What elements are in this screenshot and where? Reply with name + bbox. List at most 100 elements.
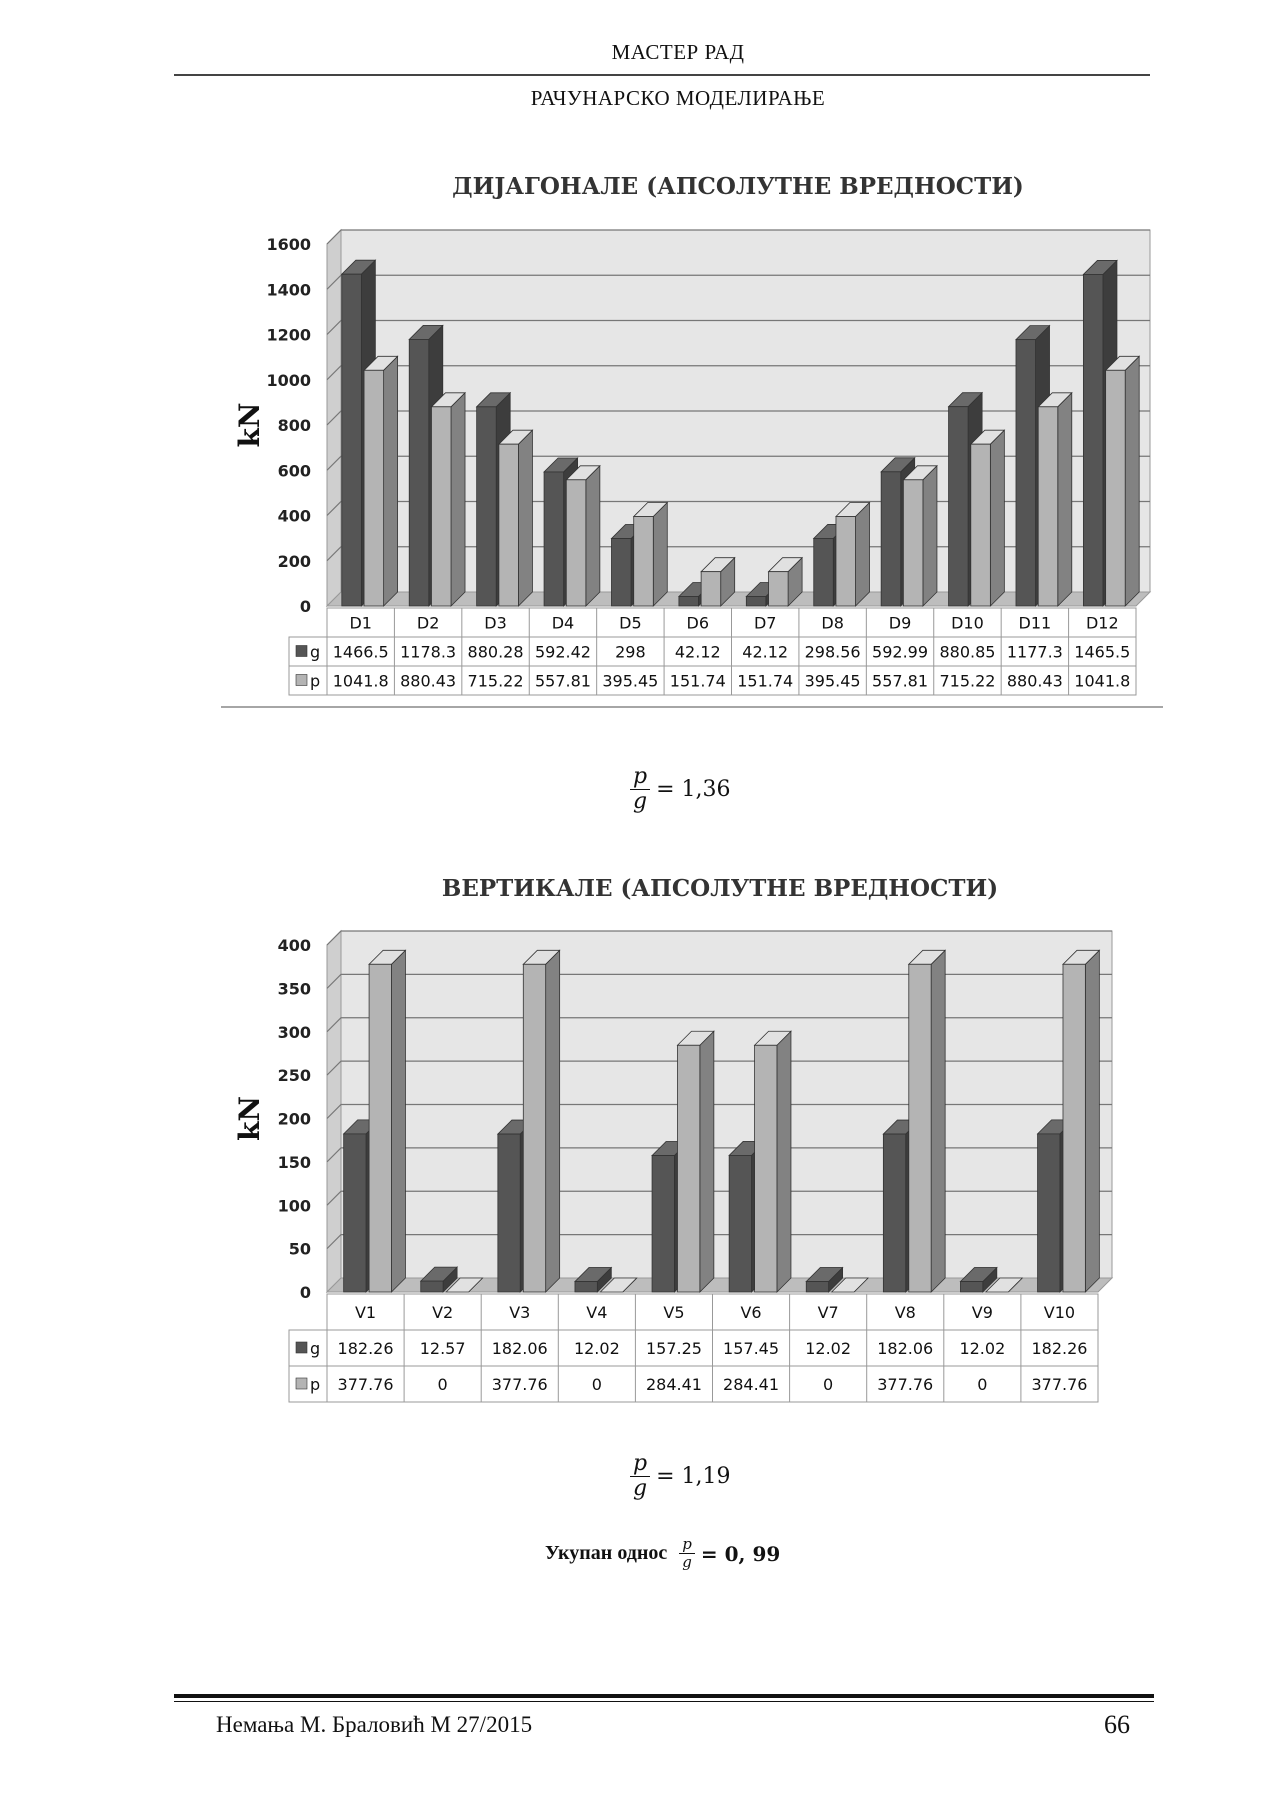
bar-side: [391, 949, 406, 1293]
bar-front: [835, 516, 856, 607]
bar-front: [1037, 1133, 1061, 1293]
x-tick-label: D6: [687, 614, 710, 633]
bar-front: [431, 406, 452, 607]
gridline: [326, 319, 1150, 335]
data-label: 12.02: [805, 1339, 851, 1358]
bar-p-D1: [363, 355, 399, 607]
data-label: 0: [438, 1375, 448, 1394]
y-tick-label: 800: [278, 416, 311, 435]
bar-front: [902, 479, 924, 607]
x-tick-label: D9: [889, 614, 912, 633]
bar-p-V6: [753, 1030, 792, 1293]
x-tick-label: V5: [663, 1303, 684, 1322]
table-row-g: [288, 1329, 1099, 1367]
bar-front: [948, 406, 969, 607]
y-tick-label: 150: [278, 1153, 311, 1172]
bar-side: [699, 1030, 715, 1293]
y-tick-label: 250: [278, 1066, 311, 1085]
x-tick-label: V7: [818, 1303, 839, 1322]
bar-front: [565, 479, 587, 607]
y-tick-label: 0: [300, 1283, 311, 1302]
data-label: 182.26: [1031, 1339, 1087, 1358]
ratio-value: = 1,36: [656, 777, 731, 802]
x-tick-label: D5: [619, 614, 642, 633]
diagonals-chart: ДИЈАГОНАЛЕ (АПСОЛУТНЕ ВРЕДНОСТИ) 0 200 400 6…: [221, 173, 1163, 708]
bar-p-D10: [969, 429, 1006, 607]
bar-p-V9: [984, 1277, 1024, 1293]
x-tick-label: D4: [552, 614, 575, 633]
bar-p-V3: [522, 949, 561, 1293]
data-label: 12.02: [959, 1339, 1005, 1358]
y-tick-label: 1600: [266, 235, 311, 254]
bar-front: [678, 596, 699, 607]
bar-p-D8: [835, 501, 871, 607]
bar-front: [960, 1281, 984, 1293]
data-label: 592.99: [872, 643, 928, 662]
bar-front: [805, 1281, 830, 1293]
bar-front: [522, 963, 547, 1293]
legend-swatch-p: [295, 1377, 308, 1390]
x-tick-label: V8: [895, 1303, 916, 1322]
legend-entry-g: g: [310, 1339, 320, 1358]
bar-side: [930, 949, 946, 1293]
x-tick-label: V3: [509, 1303, 530, 1322]
bar-front: [341, 273, 362, 607]
gridline: [326, 1190, 1112, 1206]
bar-side: [518, 429, 533, 607]
x-tick-label: V2: [432, 1303, 453, 1322]
data-label: 715.22: [468, 672, 524, 691]
y-tick-label: 300: [278, 1023, 311, 1042]
gridline: [326, 410, 1150, 426]
legend-entry-p: p: [310, 672, 320, 691]
y-tick-label: 200: [278, 1110, 311, 1129]
bar-p-V2: [445, 1277, 484, 1293]
data-label: 0: [823, 1375, 833, 1394]
x-tick-label: D8: [821, 614, 844, 633]
bar-side: [1084, 949, 1100, 1293]
ratio-value: = 0, 99: [700, 1541, 781, 1566]
bar-front: [880, 471, 902, 607]
bar-front: [728, 1155, 752, 1293]
x-tick-label: V6: [740, 1303, 761, 1322]
data-label: 151.74: [670, 672, 726, 691]
x-tick-label: V9: [972, 1303, 993, 1322]
data-label: 157.45: [723, 1339, 779, 1358]
bar-front: [651, 1155, 675, 1293]
bar-side: [922, 464, 938, 607]
bar-top: [599, 1277, 638, 1293]
gridline: [326, 1017, 1112, 1033]
data-label: 880.28: [468, 643, 524, 662]
data-label: 284.41: [723, 1375, 779, 1394]
bar-p-V1: [368, 949, 407, 1293]
bar-front: [543, 471, 565, 607]
x-tick-label: V4: [586, 1303, 607, 1322]
data-label: 377.76: [338, 1375, 394, 1394]
data-label: 182.26: [338, 1339, 394, 1358]
bar-g-V4: [573, 1266, 613, 1293]
bar-front: [882, 1133, 907, 1293]
data-label: 12.02: [574, 1339, 620, 1358]
y-tick-label: 600: [278, 461, 311, 480]
bar-side: [450, 391, 466, 607]
bar-p-D4: [565, 464, 601, 607]
gridline: [326, 1060, 1112, 1076]
data-label: 377.76: [877, 1375, 933, 1394]
bar-front: [1082, 274, 1104, 607]
x-tick-label: D7: [754, 614, 777, 633]
data-label: 715.22: [939, 672, 995, 691]
bar-side: [383, 355, 399, 607]
bar-g-V9: [959, 1266, 998, 1293]
data-label: 880.43: [1007, 672, 1063, 691]
bar-front: [368, 963, 392, 1293]
data-label: 1041.8: [333, 672, 389, 691]
data-label: 298.56: [805, 643, 861, 662]
data-label: 1041.8: [1074, 672, 1130, 691]
bar-side: [545, 949, 561, 1293]
bar-front: [574, 1281, 598, 1293]
x-tick-label: D3: [484, 614, 507, 633]
bar-front: [970, 443, 991, 607]
data-label: 1465.5: [1074, 643, 1130, 662]
ratio-value: = 1,19: [656, 1464, 731, 1489]
x-tick-label: D1: [349, 614, 372, 633]
y-axis-label: kN: [233, 1096, 266, 1141]
